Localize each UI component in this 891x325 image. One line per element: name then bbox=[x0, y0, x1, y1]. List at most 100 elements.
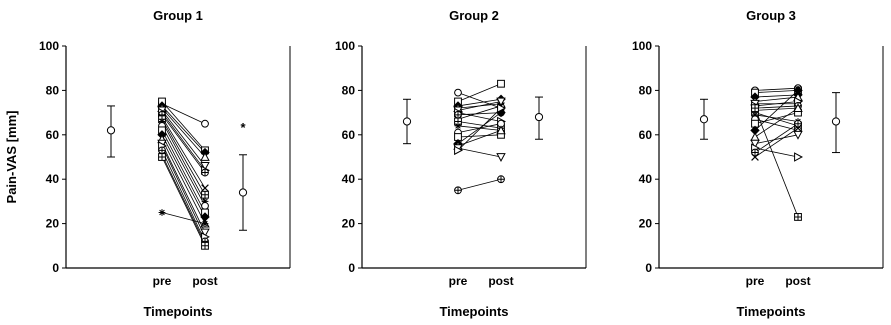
y-tick-label: 80 bbox=[342, 83, 356, 97]
subject-line bbox=[754, 112, 799, 127]
subject-marker-post bbox=[200, 228, 210, 238]
subject-line bbox=[161, 143, 206, 233]
subject-marker-pre-cross bbox=[751, 104, 759, 112]
panel-title: Group 1 bbox=[153, 8, 203, 23]
subject-marker-post bbox=[200, 161, 210, 171]
subject-line bbox=[457, 147, 502, 158]
subject-line bbox=[754, 101, 799, 107]
subject-line bbox=[754, 123, 799, 153]
subject-line bbox=[161, 107, 206, 158]
y-tick-label: 0 bbox=[645, 261, 652, 275]
subject-line bbox=[161, 145, 206, 238]
subject-line bbox=[457, 134, 502, 138]
subject-line bbox=[457, 107, 502, 151]
y-tick-label: 60 bbox=[342, 128, 356, 142]
subject-line bbox=[161, 156, 206, 246]
x-tick-label-post: post bbox=[488, 274, 513, 288]
subject-line bbox=[161, 116, 206, 189]
subject-line bbox=[754, 94, 799, 98]
subject-marker-pre bbox=[751, 153, 759, 161]
subject-line bbox=[754, 134, 799, 145]
panel-title: Group 2 bbox=[449, 8, 499, 23]
subject-line bbox=[161, 103, 206, 125]
summary_pre-mean-marker bbox=[402, 117, 412, 126]
subject-marker-post bbox=[201, 220, 209, 227]
subject-marker-pre bbox=[750, 139, 760, 149]
subject-marker-post bbox=[497, 79, 505, 88]
subject-line bbox=[754, 108, 799, 218]
subject-line bbox=[457, 112, 502, 116]
subject-line bbox=[457, 178, 502, 191]
subject-line bbox=[161, 105, 206, 153]
subject-line bbox=[161, 112, 206, 171]
y-tick-label: 100 bbox=[335, 39, 355, 53]
y-tick-label: 80 bbox=[639, 83, 653, 97]
subject-marker-post bbox=[200, 152, 210, 161]
subject-marker-post bbox=[201, 119, 209, 128]
subject-line bbox=[161, 154, 206, 244]
subject-line bbox=[457, 112, 502, 145]
y-tick-label: 40 bbox=[342, 172, 356, 186]
subject-marker-pre bbox=[750, 132, 760, 141]
subject-marker-pre-cross bbox=[158, 146, 166, 154]
subject-line bbox=[161, 121, 206, 202]
subject-marker-pre bbox=[454, 122, 462, 130]
x-tick-label-post: post bbox=[192, 274, 217, 288]
subject-marker-pre-cross bbox=[751, 149, 759, 156]
panel-title: Group 3 bbox=[746, 8, 796, 23]
x-axis-label: Timepoints bbox=[439, 304, 508, 319]
y-tick-label: 60 bbox=[639, 128, 653, 142]
y-axis-label: Pain-VAS [mm] bbox=[4, 111, 19, 204]
subject-line bbox=[754, 105, 799, 109]
subject-line bbox=[161, 134, 206, 218]
x-axis-label: Timepoints bbox=[736, 304, 805, 319]
summary_post-mean-marker bbox=[238, 188, 248, 197]
subject-line bbox=[457, 98, 502, 107]
subject-line bbox=[754, 147, 799, 158]
subject-line bbox=[161, 139, 206, 224]
y-tick-label: 60 bbox=[46, 128, 60, 142]
panel-3: Group 3 0 20 40 60 80 100 pre post Timepoints bbox=[632, 8, 884, 319]
subject-marker-post-cross bbox=[201, 191, 209, 199]
subject-line bbox=[754, 107, 799, 111]
subject-marker-pre bbox=[158, 209, 166, 216]
y-tick-label: 0 bbox=[348, 261, 355, 275]
subject-marker-pre-cross bbox=[158, 153, 166, 161]
subject-line bbox=[161, 150, 206, 242]
subject-line bbox=[457, 101, 502, 111]
subject-line bbox=[161, 125, 206, 207]
y-tick-label: 40 bbox=[639, 172, 653, 186]
x-tick-label-pre: pre bbox=[153, 274, 172, 288]
y-tick-label: 0 bbox=[52, 261, 59, 275]
subject-marker-post bbox=[496, 153, 506, 162]
subject-marker-post bbox=[201, 198, 209, 205]
subject-marker-post bbox=[496, 97, 506, 107]
subject-line bbox=[754, 87, 799, 91]
subject-line bbox=[754, 90, 799, 131]
summary_post-mean-marker bbox=[831, 117, 841, 126]
subject-marker-post-cross bbox=[201, 169, 209, 176]
subject-marker-post bbox=[496, 125, 506, 135]
y-tick-label: 20 bbox=[639, 217, 653, 231]
subject-line bbox=[754, 127, 799, 158]
x-tick-label-pre: pre bbox=[746, 274, 765, 288]
y-tick-label: 80 bbox=[46, 83, 60, 97]
subject-marker-pre bbox=[751, 111, 759, 119]
panel-2: Group 2 0 20 40 60 80 100 pre post Timepoints bbox=[335, 8, 587, 319]
x-tick-label-post: post bbox=[785, 274, 810, 288]
subject-marker-post-cross bbox=[201, 242, 209, 250]
y-tick-label: 20 bbox=[46, 217, 60, 231]
y-tick-label: 20 bbox=[342, 217, 356, 231]
subject-line bbox=[457, 105, 502, 120]
subject-marker-post bbox=[793, 130, 803, 140]
y-tick-label: 100 bbox=[632, 39, 652, 53]
subject-marker-post bbox=[793, 103, 803, 113]
subject-line bbox=[754, 96, 799, 102]
subject-marker-pre-cross bbox=[454, 186, 462, 194]
subject-marker-pre-cross bbox=[454, 111, 462, 119]
subject-marker-pre bbox=[454, 88, 462, 97]
subject-marker-post bbox=[793, 85, 803, 96]
subject-marker-post bbox=[794, 124, 802, 132]
subject-line bbox=[754, 112, 799, 125]
panel-1: Group 1 0 20 40 60 80 100 pre post Timepoints * bbox=[39, 8, 291, 319]
